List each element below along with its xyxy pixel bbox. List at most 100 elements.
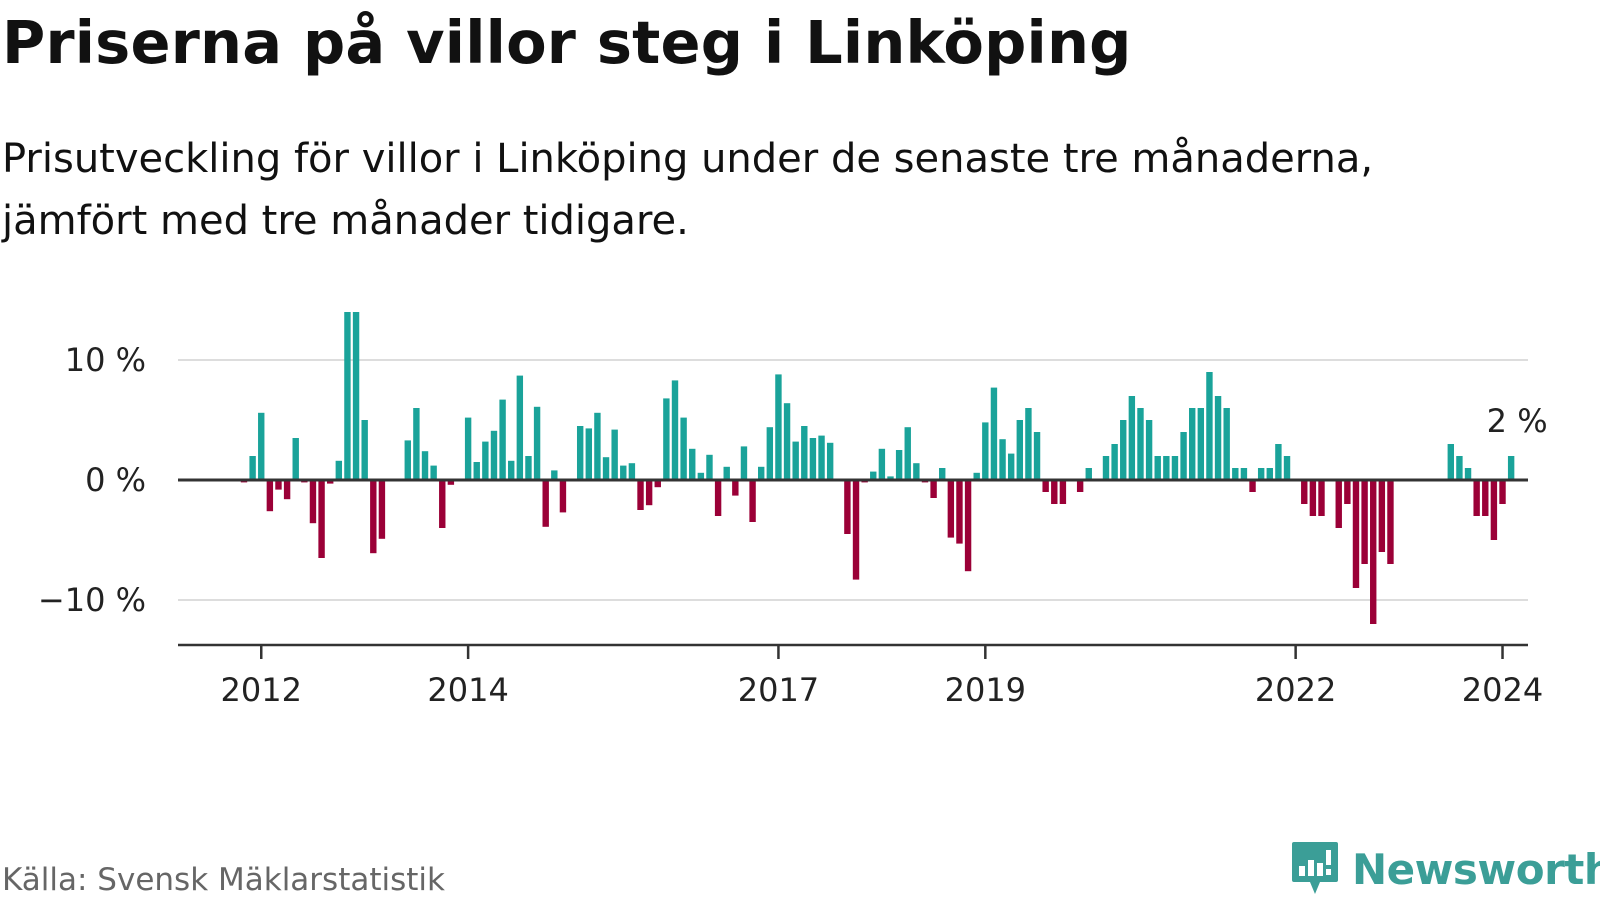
bar	[930, 480, 937, 498]
bar	[1214, 396, 1222, 480]
bar	[585, 428, 592, 480]
bar	[1033, 432, 1041, 480]
bar	[809, 438, 817, 480]
bar	[1370, 480, 1377, 624]
bar	[1189, 408, 1196, 480]
bar	[697, 472, 705, 480]
bar	[663, 398, 670, 480]
bar	[327, 480, 334, 484]
bar	[852, 480, 860, 580]
bar	[1387, 480, 1394, 564]
x-tick-label: 2012	[221, 671, 302, 709]
x-tick-label: 2022	[1255, 671, 1336, 709]
bar	[1007, 453, 1015, 480]
bar	[1499, 480, 1506, 504]
bar	[1016, 420, 1023, 480]
bar	[887, 476, 894, 480]
bar	[1275, 444, 1282, 480]
bar	[990, 387, 998, 480]
bar	[551, 470, 558, 480]
bar	[973, 472, 980, 480]
bar	[628, 463, 636, 480]
bar	[318, 480, 325, 558]
bar	[1249, 480, 1256, 492]
bar	[1223, 408, 1230, 480]
bar	[1257, 468, 1265, 480]
bar	[783, 403, 791, 480]
bar-chart: 10 % 0 % −10 % 2012 2014 2017 2019 2022 2024 2 %	[38, 312, 1548, 709]
y-tick-label: 10 %	[65, 341, 146, 379]
bar	[1447, 444, 1454, 480]
bar	[542, 480, 549, 527]
bar	[999, 439, 1006, 480]
bar	[956, 480, 963, 544]
bar	[1309, 480, 1317, 516]
bar	[792, 441, 799, 480]
bar	[1145, 420, 1153, 480]
bar	[947, 480, 955, 538]
x-tick-label: 2024	[1462, 671, 1543, 709]
newsworthy-logo: Newsworthy	[1290, 840, 1600, 898]
newsworthy-chart-icon	[1292, 842, 1338, 894]
bar	[439, 480, 446, 528]
bar	[275, 480, 282, 490]
bar	[714, 480, 722, 516]
bar	[352, 312, 360, 480]
bar	[1352, 480, 1360, 588]
bar	[1120, 420, 1127, 480]
bar	[723, 466, 730, 480]
bar	[473, 462, 480, 480]
bar	[1163, 456, 1170, 480]
bar	[1464, 468, 1472, 480]
bar	[361, 420, 368, 480]
bar	[1318, 480, 1325, 516]
bar	[413, 408, 420, 480]
bar	[740, 446, 748, 480]
bar	[344, 312, 351, 480]
chart-subtitle: Prisutveckling för villor i Linköping un…	[2, 136, 1374, 244]
bar	[904, 427, 911, 480]
bar	[482, 441, 489, 480]
bar	[1111, 444, 1118, 480]
bar	[1335, 480, 1342, 528]
bar	[1301, 480, 1308, 504]
bar	[1240, 468, 1248, 480]
bar	[1076, 480, 1084, 492]
y-tick-label: 0 %	[85, 461, 146, 499]
bar	[266, 480, 274, 512]
bar	[1171, 456, 1179, 480]
bar	[1378, 480, 1386, 552]
bar	[1059, 480, 1067, 504]
bar	[801, 426, 808, 480]
bar	[1344, 480, 1351, 504]
y-tick-label: −10 %	[38, 581, 146, 619]
bar	[1128, 396, 1136, 480]
labels: 10 % 0 % −10 % 2012 2014 2017 2019 2022 2024 2 %	[38, 341, 1548, 709]
bar	[258, 412, 265, 480]
bar	[1154, 456, 1161, 480]
bar	[1283, 456, 1291, 480]
bar	[620, 465, 627, 480]
bar	[982, 422, 989, 480]
source-note: Källa: Svensk Mäklarstatistik	[2, 862, 445, 898]
bar	[1482, 480, 1489, 516]
bar	[611, 429, 618, 480]
bar	[878, 448, 886, 480]
bar	[749, 480, 756, 522]
bar	[1361, 480, 1368, 564]
bar	[1232, 468, 1239, 480]
bar	[508, 460, 515, 480]
last-value-label: 2 %	[1487, 402, 1548, 440]
bar	[654, 480, 661, 488]
bar	[1102, 456, 1110, 480]
bar	[818, 435, 825, 480]
bar	[1206, 372, 1213, 480]
bar	[758, 466, 765, 480]
bar	[689, 448, 696, 480]
bar	[464, 417, 472, 480]
bar	[671, 380, 679, 480]
logo-text: Newsworthy	[1352, 844, 1600, 894]
bar	[1051, 480, 1058, 504]
bar	[559, 480, 567, 513]
bar	[1042, 480, 1049, 492]
